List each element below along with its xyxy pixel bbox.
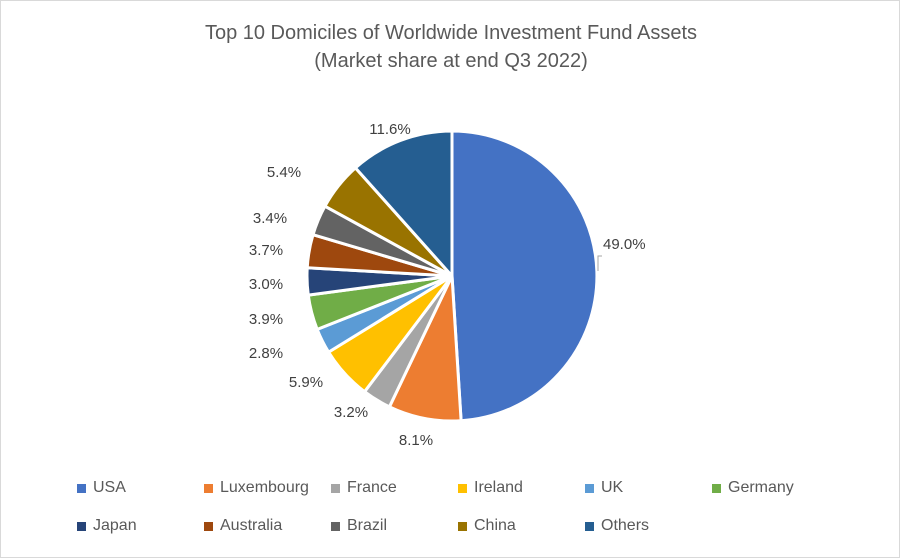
- legend-item-brazil: Brazil: [331, 517, 387, 535]
- legend-label: Ireland: [474, 479, 523, 496]
- legend-swatch-icon: [77, 483, 86, 493]
- data-label-china: 5.4%: [267, 164, 301, 181]
- chart-title-line1: Top 10 Domiciles of Worldwide Investment…: [204, 22, 698, 44]
- legend-label: Others: [601, 517, 650, 534]
- data-label-luxembourg: 8.1%: [399, 432, 433, 449]
- legend-item-france: France: [331, 479, 397, 497]
- data-label-france: 3.2%: [334, 404, 368, 421]
- legend-swatch-icon: [585, 483, 594, 493]
- pie-chart: 49.0% 8.1% 3.2% 5.9% 2.8% 3.9% 3.0% 3.7% 3.4% 5.4…: [249, 121, 646, 449]
- data-label-germany: 3.9%: [249, 311, 283, 328]
- data-label-brazil: 3.4%: [253, 210, 287, 227]
- data-label-ireland: 5.9%: [289, 374, 323, 391]
- legend-item-australia: Australia: [204, 517, 282, 535]
- data-label-others: 11.6%: [369, 121, 410, 138]
- legend-item-china: China: [458, 517, 516, 535]
- legend-item-ireland: Ireland: [458, 479, 523, 497]
- legend-item-luxembourg: Luxembourg: [204, 479, 309, 497]
- legend-item-germany: Germany: [712, 479, 794, 497]
- chart-title-line2: (Market share at end Q3 2022): [314, 50, 588, 72]
- legend-swatch-icon: [712, 483, 721, 493]
- pie-slice-usa: [450, 129, 599, 423]
- legend-swatch-icon: [458, 521, 467, 531]
- legend-row: Japan Australia Brazil China Others: [77, 517, 877, 555]
- legend-label: Luxembourg: [220, 479, 309, 496]
- legend-item-uk: UK: [585, 479, 623, 497]
- legend-label: China: [474, 517, 516, 534]
- leader-line-usa: [597, 255, 602, 271]
- legend-item-usa: USA: [77, 479, 126, 497]
- legend-swatch-icon: [204, 483, 213, 493]
- legend-swatch-icon: [331, 521, 340, 531]
- legend-label: USA: [93, 479, 126, 496]
- legend-swatch-icon: [204, 521, 213, 531]
- legend-label: Australia: [220, 517, 283, 534]
- legend-label: Brazil: [347, 517, 388, 534]
- data-label-usa: 49.0%: [603, 236, 646, 253]
- chart-title: Top 10 Domiciles of Worldwide Investment…: [1, 19, 900, 75]
- legend-swatch-icon: [458, 483, 467, 493]
- data-label-japan: 3.0%: [249, 276, 283, 293]
- chart-legend: USA Luxembourg France Ireland UK Germany Japan…: [77, 479, 877, 555]
- data-label-australia: 3.7%: [249, 242, 283, 259]
- legend-item-japan: Japan: [77, 517, 137, 535]
- data-label-uk: 2.8%: [249, 345, 283, 362]
- legend-swatch-icon: [585, 521, 594, 531]
- legend-label: France: [347, 479, 397, 496]
- legend-swatch-icon: [77, 521, 86, 531]
- legend-item-others: Others: [585, 517, 649, 535]
- legend-row: USA Luxembourg France Ireland UK Germany: [77, 479, 877, 517]
- legend-swatch-icon: [331, 483, 340, 493]
- pie-slice-others: [353, 129, 454, 278]
- legend-label: Japan: [93, 517, 137, 534]
- legend-label: UK: [601, 479, 624, 496]
- legend-label: Germany: [728, 479, 794, 496]
